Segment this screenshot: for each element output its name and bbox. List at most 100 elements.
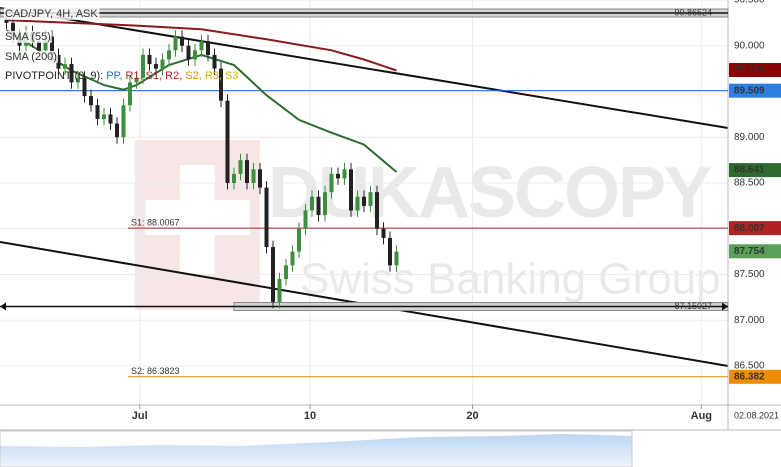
watermark-text: Swiss Banking Group bbox=[300, 255, 721, 304]
price-tag bbox=[729, 163, 781, 178]
candle-body bbox=[212, 54, 217, 69]
candle-body bbox=[355, 196, 360, 211]
candle-body bbox=[349, 169, 353, 211]
candle-body bbox=[11, 22, 15, 37]
sma-line bbox=[6, 19, 397, 72]
candle-body bbox=[277, 279, 282, 302]
legend-bg bbox=[4, 7, 100, 20]
watermark-text: DUKASCOPY bbox=[268, 153, 711, 233]
y-tick-label: 88.500 bbox=[734, 178, 765, 189]
price-tag-label: 88.007 bbox=[734, 223, 765, 234]
candle-body bbox=[76, 77, 80, 83]
candle-body bbox=[134, 77, 139, 83]
candle-body bbox=[251, 169, 256, 184]
candle-body bbox=[199, 41, 204, 51]
price-tag-label: 89.735 bbox=[734, 65, 765, 76]
candle-body bbox=[394, 251, 399, 266]
pivot-legend-item: PP, bbox=[106, 70, 122, 82]
candle-body bbox=[173, 36, 178, 51]
pivot-label: S2: 86.3823 bbox=[131, 366, 180, 376]
candle-body bbox=[310, 196, 314, 211]
candle-body bbox=[121, 105, 126, 138]
x-tick-label: Aug bbox=[691, 410, 712, 422]
candle-body bbox=[154, 64, 158, 69]
candle-body bbox=[238, 160, 243, 174]
pivot-legend-item: S2, bbox=[185, 70, 202, 82]
price-tag-label: 87.754 bbox=[734, 246, 765, 257]
candle-body bbox=[219, 68, 223, 101]
candle-body bbox=[381, 228, 386, 238]
candle-body bbox=[160, 59, 165, 69]
candle-body bbox=[50, 36, 54, 55]
candle-body bbox=[115, 123, 119, 138]
y-tick-label: 90.500 bbox=[734, 0, 765, 6]
price-tag bbox=[729, 244, 781, 259]
candle-body bbox=[89, 96, 93, 106]
candle-body bbox=[102, 114, 106, 119]
x-tick-label: 20 bbox=[466, 410, 478, 422]
date-label: 02.08.2021 bbox=[734, 410, 779, 420]
price-tag bbox=[729, 83, 781, 98]
candle-body bbox=[69, 64, 74, 83]
y-tick-label: 89.000 bbox=[734, 132, 765, 143]
pivot-legend-item: R2, bbox=[165, 70, 182, 82]
legend-label: CAD/JPY, 4H, ASK bbox=[5, 8, 98, 20]
candle-body bbox=[316, 196, 321, 216]
candle-body bbox=[258, 169, 262, 188]
candle-body bbox=[303, 210, 308, 229]
y-tick-label: 87.000 bbox=[734, 315, 765, 326]
pivot-legend-item: S1, bbox=[146, 70, 163, 82]
candle-body bbox=[206, 41, 210, 55]
candle-body bbox=[37, 41, 41, 51]
candle-body bbox=[128, 82, 132, 106]
x-tick-label: Jul bbox=[132, 410, 148, 422]
legend-bg bbox=[4, 50, 58, 63]
candle-body bbox=[56, 54, 61, 69]
candle-body bbox=[388, 237, 392, 266]
legend-label: SMA (55) bbox=[5, 31, 51, 43]
pivot-legend-item: S3 bbox=[225, 70, 238, 82]
candle-body bbox=[186, 45, 191, 60]
candle-body bbox=[4, 18, 9, 23]
candle-body bbox=[147, 54, 152, 65]
candle-body bbox=[95, 105, 100, 119]
candle-body bbox=[290, 251, 295, 266]
candle-body bbox=[63, 64, 67, 69]
candle-body bbox=[141, 54, 145, 78]
price-tag-label: 86.382 bbox=[734, 371, 765, 382]
candle-body bbox=[323, 192, 327, 216]
pivot-legend-item: R3, bbox=[205, 70, 222, 82]
pivot-legend: PIVOTPOINT (0, 9): PP, R1, S1, R2, S2, R3, S3 bbox=[5, 70, 238, 82]
y-tick-label: 86.500 bbox=[734, 361, 765, 372]
candle-body bbox=[225, 100, 230, 184]
candle-body bbox=[245, 160, 249, 184]
candle-body bbox=[43, 36, 48, 51]
pivot-label: S1: 88.0067 bbox=[131, 218, 180, 228]
navigator-window[interactable] bbox=[0, 430, 633, 467]
candle-body bbox=[362, 196, 366, 206]
watermark: DUKASCOPY Swiss Banking Group bbox=[135, 140, 721, 310]
candle-body bbox=[264, 187, 269, 248]
candle-body bbox=[180, 36, 184, 46]
candle-body bbox=[82, 77, 87, 97]
price-tag-label: 89.509 bbox=[734, 85, 765, 96]
candle-body bbox=[329, 173, 334, 193]
level-label: 87.15027 bbox=[674, 301, 712, 311]
x-tick-label: 10 bbox=[304, 410, 316, 422]
price-tag bbox=[729, 63, 781, 78]
candle-body bbox=[193, 50, 197, 60]
sma-line bbox=[5, 29, 398, 173]
candle-body bbox=[271, 247, 275, 302]
level-label: 90.86524 bbox=[674, 7, 712, 17]
y-tick-label: 87.500 bbox=[734, 269, 765, 280]
candle-body bbox=[297, 228, 301, 252]
legend-label: SMA (200) bbox=[5, 51, 57, 63]
candle-body bbox=[342, 169, 347, 179]
navigator bbox=[0, 434, 632, 467]
price-axis bbox=[728, 0, 781, 405]
candle-body bbox=[232, 173, 236, 184]
pivot-legend-item: R1, bbox=[126, 70, 143, 82]
y-tick-label: 90.000 bbox=[734, 40, 765, 51]
